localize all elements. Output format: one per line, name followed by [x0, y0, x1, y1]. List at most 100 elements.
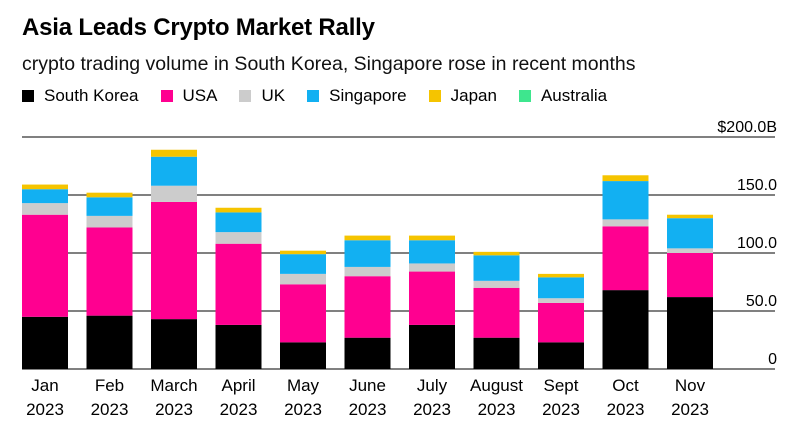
- bar-segment-usa: [473, 287, 520, 338]
- bar-segment-japan: [409, 235, 455, 241]
- y-tick-label: 50.0: [746, 293, 777, 310]
- bar-segment-uk: [22, 203, 68, 215]
- x-tick-label: Feb: [95, 376, 124, 395]
- bar-segment-south-korea: [473, 337, 520, 369]
- y-tick-label: $200.0B: [717, 119, 777, 136]
- bar-segment-uk: [280, 273, 326, 285]
- legend-item-australia: Australia: [518, 86, 607, 106]
- bar-segment-uk: [473, 280, 520, 288]
- legend-item-usa: USA: [160, 86, 218, 106]
- bar-segment-uk: [151, 185, 197, 202]
- x-tick-label: 2023: [671, 400, 709, 419]
- x-tick-label: Nov: [675, 376, 706, 395]
- bar-segment-usa: [538, 302, 584, 343]
- bar-segment-japan: [667, 214, 713, 219]
- x-tick-label: Jan: [31, 376, 58, 395]
- legend-item-uk: UK: [239, 86, 285, 106]
- x-tick-label: 2023: [349, 400, 387, 419]
- bar-segment-singapore: [473, 255, 520, 281]
- legend-item-south-korea: South Korea: [22, 86, 139, 106]
- bar-segment-south-korea: [86, 315, 133, 369]
- bar-segment-south-korea: [344, 337, 391, 369]
- bar-segment-japan: [86, 192, 133, 198]
- x-tick-label: 2023: [478, 400, 516, 419]
- legend-label: USA: [182, 86, 218, 105]
- bar-segment-usa: [280, 284, 326, 343]
- legend-swatch-japan: [428, 90, 441, 102]
- x-tick-label: 2023: [413, 400, 451, 419]
- bar-segment-singapore: [344, 240, 391, 267]
- x-tick-label: March: [150, 376, 197, 395]
- bar-segment-japan: [151, 149, 197, 157]
- x-tick-label: 2023: [220, 400, 258, 419]
- x-tick-label: April: [221, 376, 255, 395]
- bar-segment-south-korea: [538, 342, 584, 369]
- bar-segment-uk: [86, 215, 133, 228]
- x-tick-label: 2023: [607, 400, 645, 419]
- x-tick-label: 2023: [26, 400, 64, 419]
- x-tick-label: 2023: [155, 400, 193, 419]
- x-tick-label: July: [417, 376, 448, 395]
- chart-title: Asia Leads Crypto Market Rally: [22, 14, 375, 41]
- bar-segment-singapore: [280, 254, 326, 274]
- bar-segment-south-korea: [22, 316, 68, 369]
- legend-swatch-south-korea: [22, 90, 34, 102]
- bar-segment-usa: [86, 227, 133, 316]
- bar-segment-singapore: [409, 240, 455, 264]
- legend-item-japan: Japan: [428, 86, 497, 106]
- x-tick-label: May: [287, 376, 320, 395]
- y-tick-label: 100.0: [737, 235, 777, 252]
- legend-swatch-usa: [160, 90, 173, 102]
- bar-segment-south-korea: [215, 324, 262, 369]
- bar-segment-singapore: [151, 156, 197, 186]
- bar-segment-singapore: [215, 212, 262, 233]
- bar-segment-uk: [215, 232, 262, 244]
- bar-segment-south-korea: [151, 319, 197, 369]
- chart-legend: South Korea USA UK Singapore Japan Australia: [22, 86, 629, 106]
- y-tick-label: 0: [768, 351, 777, 368]
- bar-segment-usa: [215, 243, 262, 325]
- bar-segment-singapore: [667, 218, 713, 249]
- bar-segment-singapore: [602, 181, 649, 220]
- bar-segment-usa: [667, 253, 713, 298]
- legend-swatch-australia: [518, 90, 531, 102]
- legend-swatch-singapore: [307, 90, 320, 102]
- x-tick-label: June: [349, 376, 386, 395]
- bar-segment-usa: [409, 271, 455, 325]
- x-tick-label: 2023: [91, 400, 129, 419]
- bar-segment-south-korea: [667, 297, 713, 369]
- x-tick-label: 2023: [542, 400, 580, 419]
- bar-segment-japan: [22, 184, 68, 190]
- bar-segment-japan: [344, 235, 391, 241]
- bar-segment-south-korea: [602, 290, 649, 369]
- x-tick-label: Sept: [544, 376, 579, 395]
- bar-segment-uk: [538, 298, 584, 303]
- legend-label: Japan: [450, 86, 497, 105]
- x-tick-label: August: [470, 376, 523, 395]
- legend-item-singapore: Singapore: [307, 86, 407, 106]
- bar-segment-singapore: [538, 277, 584, 299]
- bar-segment-uk: [409, 263, 455, 272]
- bar-segment-japan: [473, 251, 520, 256]
- bar-segment-singapore: [86, 197, 133, 216]
- bar-segment-uk: [344, 266, 391, 277]
- x-tick-label: 2023: [284, 400, 322, 419]
- bar-segment-usa: [602, 226, 649, 291]
- bar-segment-south-korea: [280, 342, 326, 369]
- bar-segment-usa: [22, 214, 68, 317]
- bar-segment-japan: [602, 175, 649, 182]
- legend-swatch-uk: [239, 90, 252, 102]
- bar-segment-south-korea: [409, 324, 455, 369]
- x-tick-label: Oct: [612, 376, 639, 395]
- bar-segment-uk: [667, 248, 713, 253]
- y-tick-label: 150.0: [737, 177, 777, 194]
- bar-segment-singapore: [22, 189, 68, 204]
- bar-segment-japan: [215, 207, 262, 213]
- legend-label: South Korea: [44, 86, 139, 105]
- bar-segment-japan: [280, 250, 326, 255]
- bar-segment-uk: [602, 219, 649, 227]
- legend-label: Singapore: [329, 86, 407, 105]
- bar-segment-japan: [538, 273, 584, 278]
- bar-segment-usa: [151, 201, 197, 320]
